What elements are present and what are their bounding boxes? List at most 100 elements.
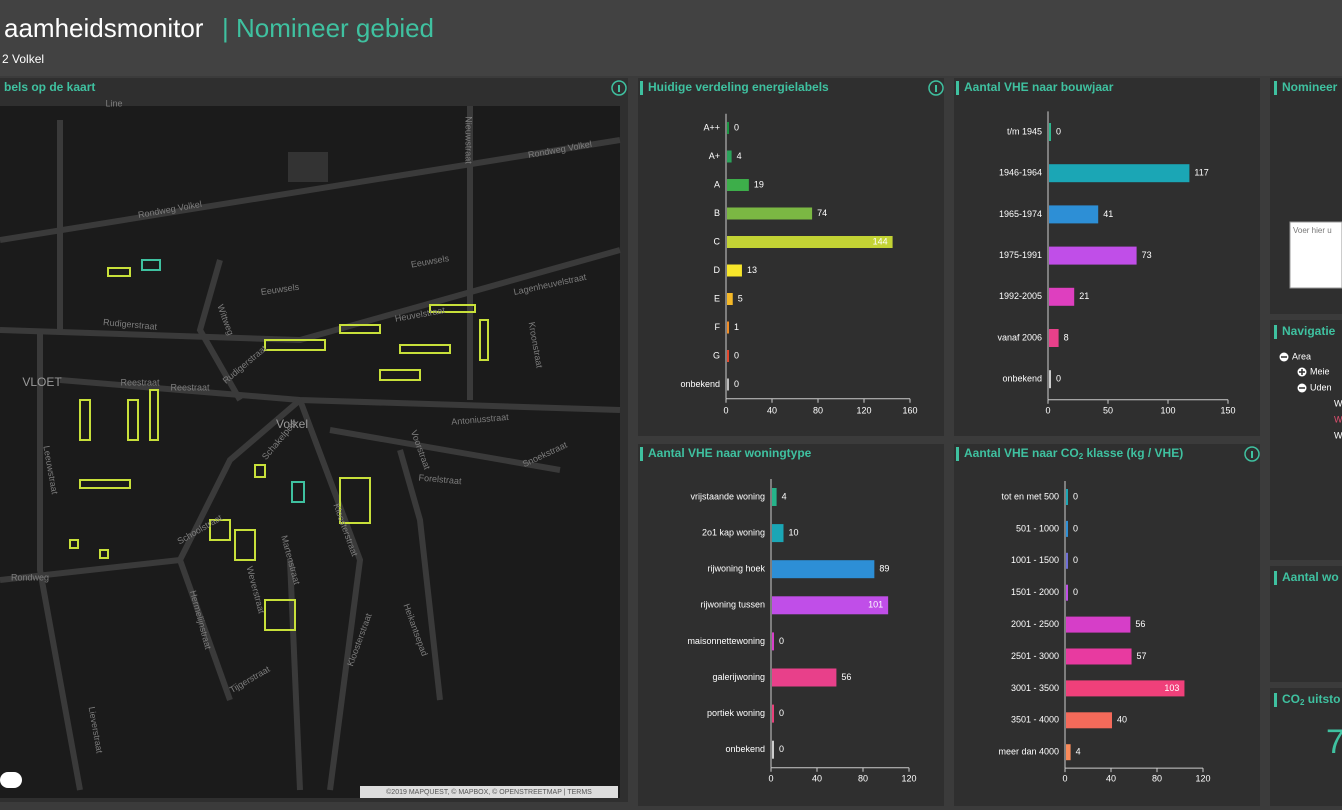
kpi-value: 7 bbox=[1326, 723, 1342, 761]
value-label: 4 bbox=[1076, 747, 1081, 757]
bar bbox=[772, 704, 774, 723]
map-attribution-bg bbox=[360, 786, 618, 798]
value-label: 1 bbox=[734, 322, 739, 332]
bar bbox=[727, 207, 813, 220]
map-label: Volkel bbox=[276, 417, 308, 431]
map-selected bbox=[291, 481, 305, 503]
tree-toggle-glyph bbox=[1301, 369, 1303, 375]
title-part: Aantal VHE naar CO bbox=[964, 446, 1079, 460]
x-tick-label: 150 bbox=[1220, 405, 1235, 415]
value-label: 89 bbox=[879, 564, 889, 574]
chart-title: Aantal VHE naar bouwjaar bbox=[964, 80, 1114, 94]
bar bbox=[727, 293, 733, 305]
info-glyph bbox=[618, 85, 620, 92]
title-part: CO bbox=[1282, 692, 1300, 706]
chart-title: Aantal VHE naar woningtype bbox=[648, 446, 812, 460]
category-label: A++ bbox=[703, 122, 720, 132]
category-label: 1001 - 1500 bbox=[1011, 555, 1059, 565]
category-label: 3001 - 3500 bbox=[1011, 683, 1059, 693]
category-label: 1946-1964 bbox=[999, 168, 1042, 178]
page-title: Nomineer gebied bbox=[236, 13, 434, 43]
bar bbox=[772, 596, 889, 615]
category-label: onbekend bbox=[725, 744, 765, 754]
category-label: galerijwoning bbox=[712, 672, 765, 682]
map[interactable] bbox=[0, 106, 620, 798]
x-tick-label: 40 bbox=[767, 405, 777, 415]
x-tick-label: 120 bbox=[1195, 773, 1210, 783]
category-label: portiek woning bbox=[707, 708, 765, 718]
info-button[interactable] bbox=[1244, 446, 1260, 462]
bar bbox=[772, 560, 875, 579]
value-label: 117 bbox=[1194, 168, 1208, 178]
input-placeholder: Voer hier u bbox=[1293, 226, 1332, 235]
bar bbox=[1066, 552, 1068, 569]
value-label: 4 bbox=[782, 491, 787, 501]
category-label: tot en met 500 bbox=[1001, 491, 1059, 501]
value-label: 13 bbox=[747, 265, 757, 275]
title-marker bbox=[640, 81, 643, 95]
bar bbox=[772, 488, 777, 506]
tree-item[interactable]: W bbox=[1334, 430, 1342, 440]
area-name: 2 Volkel bbox=[2, 52, 44, 66]
bar bbox=[727, 378, 729, 391]
category-label: 1501 - 2000 bbox=[1011, 587, 1059, 597]
chart-title: Huidige verdeling energielabels bbox=[648, 80, 829, 94]
bar bbox=[1049, 246, 1137, 265]
header-bar bbox=[0, 0, 1342, 76]
title-part: 2 bbox=[1079, 452, 1084, 461]
category-label: 3501 - 4000 bbox=[1011, 715, 1059, 725]
bar bbox=[727, 350, 729, 362]
app-title: aamheidsmonitor bbox=[4, 13, 204, 43]
x-tick-label: 0 bbox=[723, 405, 728, 415]
value-label: 56 bbox=[1135, 619, 1145, 629]
text-input[interactable] bbox=[1289, 221, 1342, 289]
bar bbox=[1049, 164, 1190, 183]
bar bbox=[727, 179, 749, 191]
panel-title: Navigatie bbox=[1282, 324, 1336, 338]
x-tick-label: 120 bbox=[901, 773, 916, 783]
category-label: 1965-1974 bbox=[999, 209, 1042, 219]
value-label: 0 bbox=[734, 379, 739, 389]
x-tick-label: 100 bbox=[1160, 405, 1175, 415]
value-label: 0 bbox=[734, 350, 739, 360]
panel bbox=[1270, 688, 1342, 806]
tree-toggle-glyph bbox=[1299, 387, 1305, 389]
info-button[interactable] bbox=[611, 80, 627, 96]
tree-item[interactable]: Area bbox=[1292, 351, 1311, 361]
bar bbox=[1066, 520, 1068, 537]
value-label: 10 bbox=[789, 527, 799, 537]
value-label: 0 bbox=[779, 744, 784, 754]
tree-item[interactable]: Meie bbox=[1310, 366, 1330, 376]
bar bbox=[1066, 616, 1131, 633]
value-label: 101 bbox=[868, 600, 883, 610]
category-label: onbekend bbox=[680, 379, 720, 389]
info-button[interactable] bbox=[928, 80, 944, 96]
value-label: 0 bbox=[1073, 555, 1078, 565]
bar bbox=[1066, 648, 1132, 665]
panel-title: Aantal wo bbox=[1282, 570, 1339, 584]
bar bbox=[1049, 205, 1099, 224]
category-label: C bbox=[714, 236, 721, 246]
map-label: VLOET bbox=[22, 375, 62, 389]
bar bbox=[772, 632, 774, 651]
tree-item[interactable]: W bbox=[1334, 398, 1342, 408]
category-label: meer dan 4000 bbox=[998, 747, 1059, 757]
panel bbox=[638, 444, 944, 806]
value-label: 0 bbox=[1056, 126, 1061, 136]
map-logo[interactable] bbox=[0, 772, 22, 788]
x-tick-label: 80 bbox=[813, 405, 823, 415]
category-label: A+ bbox=[709, 151, 720, 161]
category-label: A bbox=[714, 179, 720, 189]
bar bbox=[1049, 287, 1075, 306]
value-label: 41 bbox=[1103, 209, 1113, 219]
bar bbox=[1049, 123, 1051, 141]
x-tick-label: 40 bbox=[1106, 773, 1116, 783]
tree-item[interactable]: W bbox=[1334, 414, 1342, 424]
value-label: 21 bbox=[1079, 291, 1089, 301]
map-block bbox=[288, 152, 328, 182]
value-label: 57 bbox=[1137, 651, 1147, 661]
x-tick-label: 80 bbox=[1152, 773, 1162, 783]
tree-item[interactable]: Uden bbox=[1310, 382, 1332, 392]
bar bbox=[727, 236, 893, 248]
title-marker bbox=[956, 447, 959, 461]
